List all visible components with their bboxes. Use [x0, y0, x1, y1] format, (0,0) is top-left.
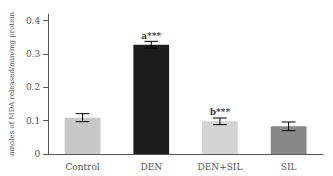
- svg-text:Control: Control: [65, 162, 99, 172]
- svg-text:0.4: 0.4: [26, 16, 41, 26]
- svg-text:DEN+SIL: DEN+SIL: [198, 162, 243, 172]
- svg-text:a***: a***: [141, 31, 161, 41]
- svg-text:0.2: 0.2: [26, 82, 40, 92]
- svg-text:0: 0: [34, 149, 40, 159]
- svg-text:0.3: 0.3: [26, 49, 41, 59]
- svg-text:nmoles of MDA released/min/mg: nmoles of MDA released/min/mg protein: [8, 11, 16, 156]
- svg-text:b***: b***: [210, 107, 231, 117]
- svg-text:SIL: SIL: [281, 162, 297, 172]
- svg-text:0.1: 0.1: [26, 116, 40, 126]
- svg-text:DEN: DEN: [140, 162, 162, 172]
